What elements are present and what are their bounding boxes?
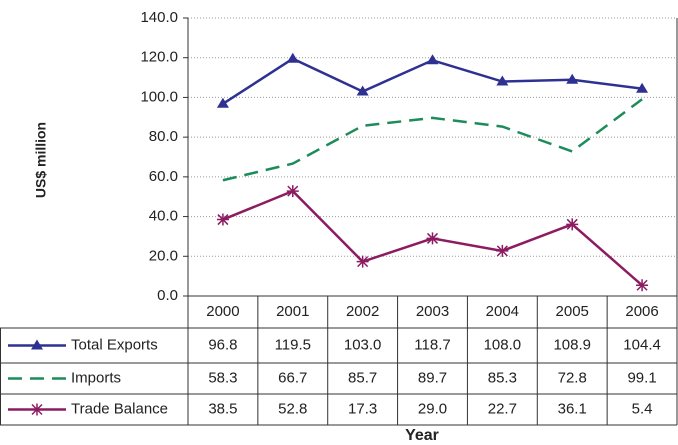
value-label: 17.3	[348, 400, 377, 417]
value-label: 108.9	[553, 336, 591, 353]
point-marker	[286, 185, 299, 198]
legend-label: Total Exports	[71, 336, 158, 353]
value-label: 103.0	[344, 336, 382, 353]
point-marker	[496, 244, 509, 257]
y-tick-label: 60.0	[149, 168, 178, 185]
y-tick-label: 120.0	[140, 49, 178, 66]
value-label: 58.3	[208, 369, 237, 386]
point-marker	[636, 82, 649, 93]
y-tick-label: 140.0	[140, 9, 178, 26]
y-tick-label: 20.0	[149, 247, 178, 264]
series-line	[222, 57, 643, 105]
y-tick-label: 80.0	[149, 128, 178, 145]
point-marker	[216, 97, 229, 108]
point-marker	[566, 218, 579, 231]
x-tick-label: 2005	[556, 303, 589, 320]
value-label: 99.1	[627, 369, 656, 386]
value-label: 66.7	[278, 369, 307, 386]
y-tick-label: 100.0	[140, 88, 178, 105]
value-label: 85.3	[488, 369, 517, 386]
value-label: 85.7	[348, 369, 377, 386]
y-tick-label: 40.0	[149, 208, 178, 225]
x-tick-label: 2000	[206, 303, 239, 320]
point-marker	[426, 54, 439, 65]
y-axis-label: US$ million	[33, 122, 49, 198]
point-marker	[356, 85, 369, 96]
value-label: 118.7	[414, 336, 450, 353]
y-tick-label: 0.0	[157, 287, 178, 304]
legend-marker	[31, 339, 43, 350]
point-marker	[286, 52, 299, 63]
x-tick-label: 2006	[625, 303, 658, 320]
value-label: 52.8	[278, 400, 307, 417]
point-marker	[356, 255, 369, 268]
x-tick-label: 2002	[346, 303, 379, 320]
x-tick-label: 2001	[276, 303, 309, 320]
point-marker	[496, 75, 509, 86]
value-label: 72.8	[558, 369, 587, 386]
value-label: 108.0	[484, 336, 522, 353]
point-marker	[566, 73, 579, 84]
point-marker	[426, 232, 439, 245]
x-tick-label: 2003	[416, 303, 449, 320]
x-axis-label: Year	[405, 427, 439, 444]
value-label: 22.7	[488, 400, 517, 417]
legend-label: Imports	[71, 369, 121, 386]
value-label: 5.4	[632, 400, 653, 417]
legend-label: Trade Balance	[71, 400, 168, 417]
legend-marker	[31, 403, 43, 416]
series-line	[222, 98, 643, 182]
value-label: 96.8	[208, 336, 237, 353]
x-tick-label: 2004	[486, 303, 519, 320]
value-label: 104.4	[623, 336, 661, 353]
value-label: 38.5	[208, 400, 237, 417]
value-label: 119.5	[275, 336, 311, 353]
value-label: 89.7	[418, 369, 447, 386]
point-marker	[216, 213, 229, 226]
point-marker	[636, 279, 649, 292]
value-label: 36.1	[558, 400, 587, 417]
value-label: 29.0	[418, 400, 447, 417]
